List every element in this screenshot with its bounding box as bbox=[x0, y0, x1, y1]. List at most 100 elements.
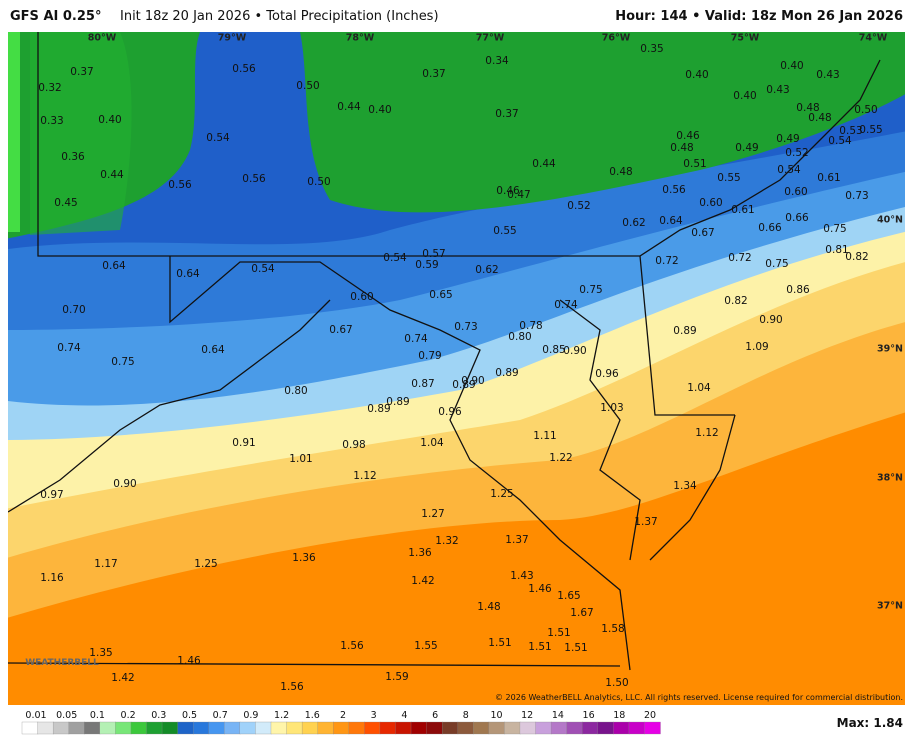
precip-value: 0.34 bbox=[485, 55, 509, 67]
precip-value: 0.36 bbox=[61, 151, 85, 163]
colorbar-cell bbox=[21, 721, 39, 735]
model-name: GFS AI 0.25° bbox=[10, 9, 101, 24]
colorbar-cell bbox=[488, 721, 506, 735]
colorbar-cell bbox=[208, 721, 225, 735]
precip-value: 0.75 bbox=[111, 356, 134, 368]
precip-value: 0.64 bbox=[176, 268, 200, 280]
precip-value: 0.60 bbox=[784, 186, 807, 198]
colorbar-label: 0.3 bbox=[151, 710, 166, 721]
precip-value: 0.40 bbox=[780, 60, 803, 72]
precip-value: 0.60 bbox=[350, 291, 373, 303]
colorbar-label: 0.01 bbox=[25, 710, 46, 721]
precip-value: 0.54 bbox=[206, 132, 230, 144]
precip-value: 1.56 bbox=[280, 681, 304, 693]
precip-value: 0.59 bbox=[415, 259, 438, 271]
precip-value: 1.43 bbox=[510, 570, 533, 582]
precip-value: 0.51 bbox=[683, 158, 706, 170]
precip-value: 0.75 bbox=[765, 258, 788, 270]
precip-value: 0.33 bbox=[40, 115, 63, 127]
colorbar-cell bbox=[597, 721, 614, 735]
colorbar-label: 0.9 bbox=[243, 710, 258, 721]
precip-value: 0.72 bbox=[728, 252, 751, 264]
colorbar-cell bbox=[270, 721, 288, 735]
precip-value: 1.65 bbox=[557, 590, 580, 602]
precip-value: 1.59 bbox=[385, 671, 408, 683]
precip-value: 0.80 bbox=[284, 385, 307, 397]
precip-value: 0.79 bbox=[418, 350, 441, 362]
colorbar-cell bbox=[161, 721, 179, 735]
precip-value: 0.80 bbox=[508, 331, 531, 343]
precip-value: 0.48 bbox=[808, 112, 831, 124]
colorbar-label: 8 bbox=[463, 710, 469, 721]
colorbar-label: 2 bbox=[340, 710, 346, 721]
precip-value: 1.34 bbox=[673, 480, 697, 492]
precip-value: 1.04 bbox=[687, 382, 711, 394]
precip-value: 1.50 bbox=[605, 677, 628, 689]
colorbar-label: 6 bbox=[432, 710, 438, 721]
colorbar-cell bbox=[550, 721, 568, 735]
max-value: Max: 1.84 bbox=[837, 716, 903, 730]
colorbar-cell bbox=[301, 721, 319, 735]
precip-value: 0.74 bbox=[554, 299, 578, 311]
precip-value: 1.36 bbox=[408, 547, 432, 559]
precip-value: 0.82 bbox=[724, 295, 747, 307]
longitude-label: 79°W bbox=[218, 33, 247, 44]
colorbar-label: 4 bbox=[401, 710, 407, 721]
precip-value: 0.89 bbox=[452, 379, 475, 391]
precip-value: 0.48 bbox=[796, 102, 819, 114]
precip-value: 0.61 bbox=[817, 172, 840, 184]
precip-value: 1.51 bbox=[564, 642, 587, 654]
precip-value: 0.56 bbox=[168, 179, 192, 191]
precip-value: 0.44 bbox=[532, 158, 556, 170]
precip-value: 0.60 bbox=[699, 197, 722, 209]
precip-value: 0.72 bbox=[655, 255, 678, 267]
colorbar-cell bbox=[504, 721, 521, 735]
colorbar-label: 14 bbox=[552, 710, 564, 721]
precip-value: 0.52 bbox=[785, 147, 808, 159]
precip-value: 0.85 bbox=[542, 344, 565, 356]
precip-value: 1.42 bbox=[411, 575, 434, 587]
precip-value: 0.48 bbox=[609, 166, 632, 178]
precip-value: 0.67 bbox=[691, 227, 714, 239]
precip-value: 0.40 bbox=[98, 114, 121, 126]
precip-value: 0.55 bbox=[717, 172, 740, 184]
colorbar-label: 1.6 bbox=[305, 710, 320, 721]
precip-value: 0.46 bbox=[676, 130, 700, 142]
colorbar-cell bbox=[379, 721, 397, 735]
colorbar-cell bbox=[99, 721, 117, 735]
precip-value: 0.75 bbox=[823, 223, 846, 235]
precip-value: 0.47 bbox=[507, 189, 530, 201]
precip-value: 0.50 bbox=[854, 104, 877, 116]
colorbar-label: 20 bbox=[644, 710, 656, 721]
colorbar-cell bbox=[37, 721, 54, 735]
precip-value: 1.12 bbox=[353, 470, 376, 482]
colorbar-cell bbox=[317, 721, 334, 735]
precip-value: 1.22 bbox=[549, 452, 572, 464]
precip-value: 1.17 bbox=[94, 558, 117, 570]
precip-value: 0.40 bbox=[685, 69, 708, 81]
colorbar-cell bbox=[426, 721, 443, 735]
colorbar-label: 0.5 bbox=[182, 710, 197, 721]
colorbar-cell bbox=[457, 721, 474, 735]
precip-value: 0.67 bbox=[329, 324, 352, 336]
precip-value: 1.04 bbox=[420, 437, 444, 449]
precip-value: 1.36 bbox=[292, 552, 316, 564]
colorbar-cell bbox=[473, 721, 490, 735]
precip-value: 0.37 bbox=[422, 68, 445, 80]
colorbar-cell bbox=[68, 721, 85, 735]
credit: © 2026 WeatherBELL Analytics, LLC. All r… bbox=[495, 693, 903, 702]
precip-value: 0.54 bbox=[777, 164, 801, 176]
precip-value: 0.55 bbox=[493, 225, 516, 237]
colorbar-cell bbox=[286, 721, 303, 735]
precip-value: 0.64 bbox=[659, 215, 683, 227]
precip-value: 1.32 bbox=[435, 535, 458, 547]
latitude-label: 40°N bbox=[877, 215, 903, 226]
precip-value: 1.37 bbox=[505, 534, 528, 546]
precip-value: 0.66 bbox=[758, 222, 782, 234]
precip-value: 1.67 bbox=[570, 607, 593, 619]
precip-value: 0.45 bbox=[54, 197, 77, 209]
colorbar-cell bbox=[115, 721, 132, 735]
colorbar-label: 0.05 bbox=[56, 710, 77, 721]
latitude-label: 39°N bbox=[877, 344, 903, 355]
